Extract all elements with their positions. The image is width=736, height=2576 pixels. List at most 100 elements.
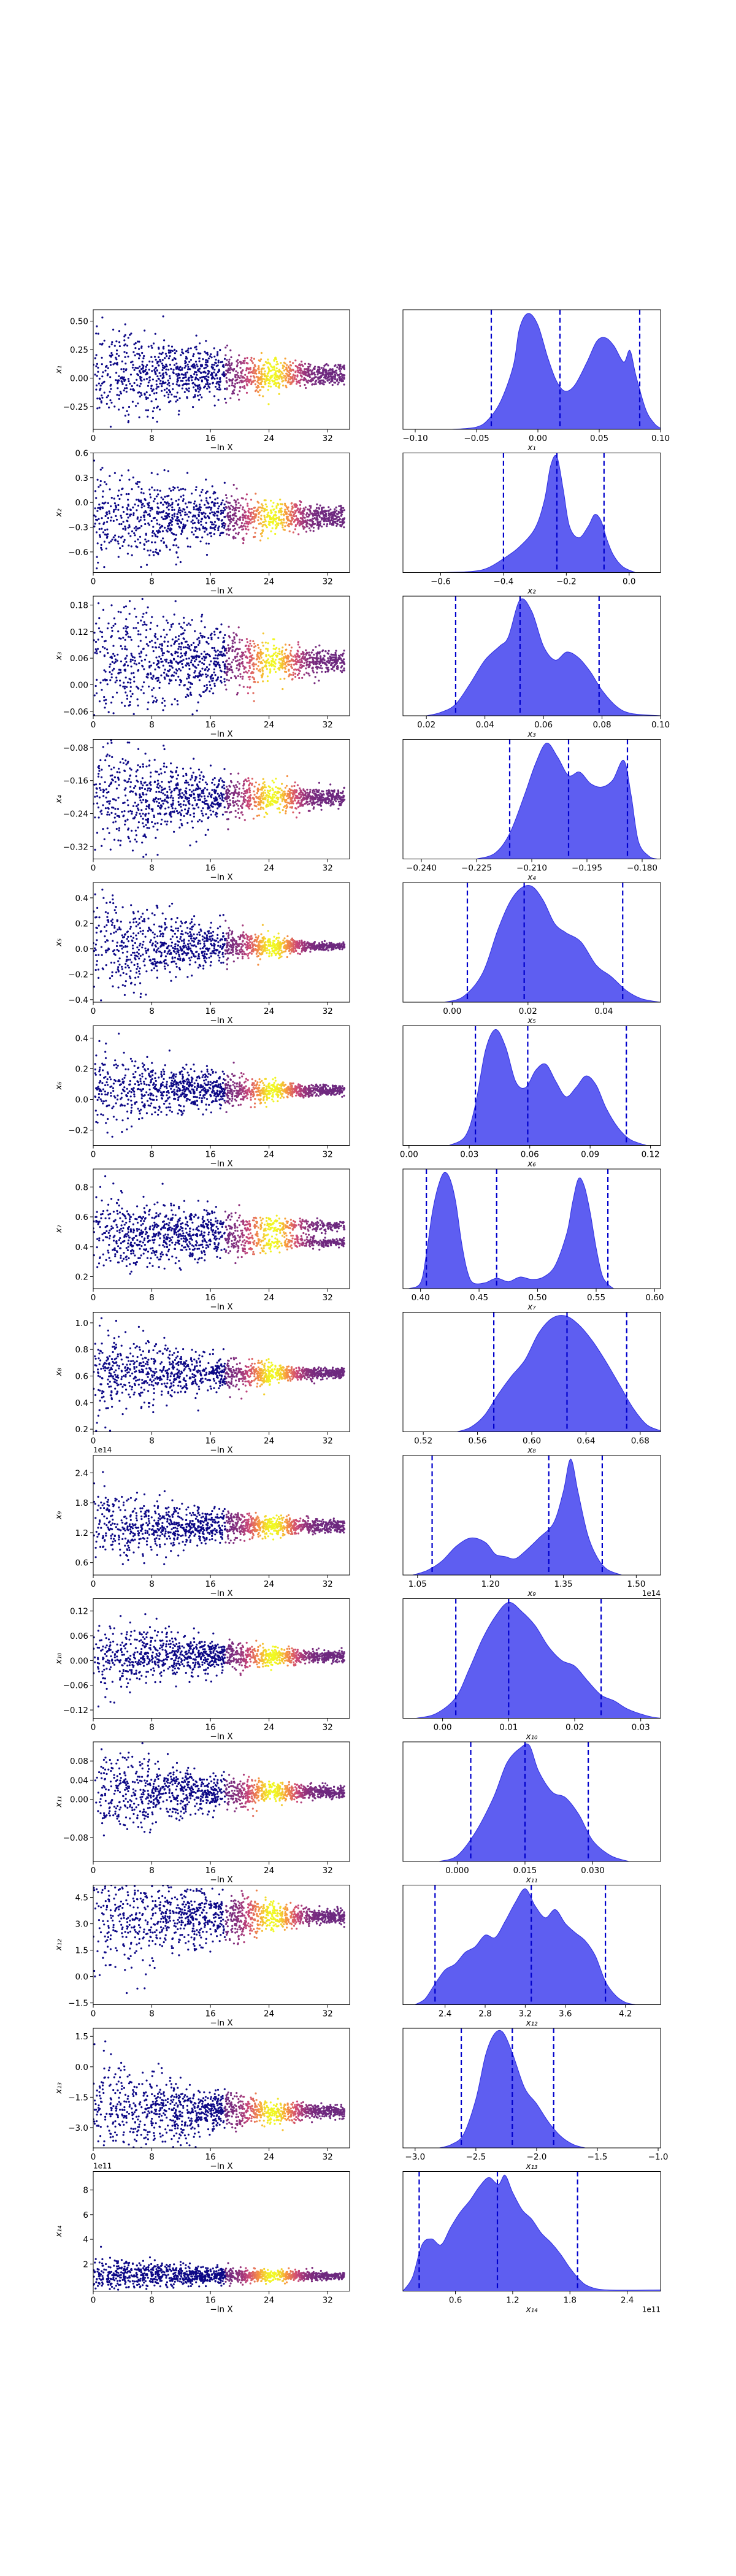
trace-point xyxy=(163,762,166,765)
trace-point xyxy=(111,539,113,541)
trace-point xyxy=(309,661,311,664)
trace-point xyxy=(220,670,223,673)
trace-point xyxy=(281,653,283,656)
trace-point xyxy=(147,701,150,703)
trace-point xyxy=(243,671,245,673)
trace-point xyxy=(302,520,305,523)
trace-point xyxy=(136,546,139,548)
trace-point xyxy=(245,638,248,640)
trace-point xyxy=(143,621,145,624)
trace-point xyxy=(177,648,180,650)
trace-point xyxy=(224,634,226,637)
trace-point xyxy=(205,492,207,494)
trace-point xyxy=(163,367,165,370)
trace-point xyxy=(156,506,159,508)
trace-point xyxy=(158,686,161,689)
trace-point xyxy=(283,521,285,524)
trace-point xyxy=(159,358,161,361)
posterior-xlabel: x₂ xyxy=(527,586,536,596)
trace-point xyxy=(171,665,173,667)
trace-point xyxy=(247,380,249,383)
trace-point xyxy=(335,523,339,525)
trace-point xyxy=(306,519,309,521)
trace-y-tick-label: −0.6 xyxy=(68,548,88,558)
trace-point xyxy=(259,383,261,385)
trace-points xyxy=(93,739,346,858)
trace-point xyxy=(161,369,164,372)
trace-point xyxy=(205,359,207,361)
trace-point xyxy=(253,368,255,370)
trace-point xyxy=(101,375,104,378)
trace-point xyxy=(187,809,190,812)
trace-point xyxy=(156,519,158,521)
trace-point xyxy=(217,650,219,652)
trace-point xyxy=(159,375,162,377)
trace-point xyxy=(247,377,249,380)
trace-point xyxy=(232,805,235,807)
trace-point xyxy=(184,795,186,798)
trace-point xyxy=(254,535,256,538)
trace-point xyxy=(194,526,197,529)
trace-point xyxy=(214,361,217,364)
trace-point xyxy=(209,664,211,666)
trace-point xyxy=(129,810,132,812)
trace-point xyxy=(106,374,109,377)
trace-point xyxy=(299,507,302,510)
trace-point xyxy=(180,354,182,356)
trace-point xyxy=(159,382,161,385)
trace-point xyxy=(328,800,331,802)
trace-point xyxy=(235,532,237,535)
trace-point xyxy=(234,515,236,517)
trace-point xyxy=(170,653,173,656)
trace-point xyxy=(178,397,181,400)
trace-point xyxy=(274,520,277,523)
trace-point xyxy=(223,524,226,527)
trace-point xyxy=(224,667,226,670)
trace-point xyxy=(192,355,194,358)
trace-point xyxy=(261,672,264,675)
trace-point xyxy=(221,519,223,522)
trace-point xyxy=(144,499,147,502)
trace-point xyxy=(172,388,174,391)
trace-point xyxy=(272,645,275,647)
trace-point xyxy=(312,515,315,517)
trace-point xyxy=(341,671,343,673)
trace-point xyxy=(313,682,316,684)
posterior-x-tick-label: 0.05 xyxy=(590,434,608,443)
trace-point xyxy=(137,808,140,811)
trace-y-tick-label: 0.06 xyxy=(70,654,88,664)
trace-point xyxy=(154,668,156,671)
trace-point xyxy=(163,541,165,543)
trace-point xyxy=(177,368,180,371)
trace-point xyxy=(253,790,255,792)
trace-point xyxy=(239,684,241,686)
trace-point xyxy=(218,664,221,667)
trace-point xyxy=(163,339,166,342)
trace-point xyxy=(334,660,336,662)
trace-point xyxy=(158,352,161,355)
trace-point xyxy=(201,379,203,381)
trace-point xyxy=(194,489,197,491)
trace-point xyxy=(204,377,206,380)
trace-point xyxy=(273,380,275,383)
trace-point xyxy=(266,648,269,650)
trace-point xyxy=(219,349,221,351)
trace-point xyxy=(170,624,173,626)
trace-point xyxy=(239,659,241,661)
trace-point xyxy=(213,395,216,397)
trace-point xyxy=(263,509,266,512)
trace-point xyxy=(155,656,158,659)
trace-point xyxy=(240,371,242,374)
trace-point xyxy=(270,521,273,524)
trace-point xyxy=(260,358,263,361)
trace-point xyxy=(253,377,256,379)
trace-point xyxy=(139,366,141,368)
trace-point xyxy=(231,362,233,364)
trace-point xyxy=(238,800,240,802)
trace-point xyxy=(340,653,342,656)
trace-point xyxy=(130,672,132,675)
trace-point xyxy=(247,676,250,678)
trace-point xyxy=(305,531,308,533)
trace-point xyxy=(180,660,183,662)
